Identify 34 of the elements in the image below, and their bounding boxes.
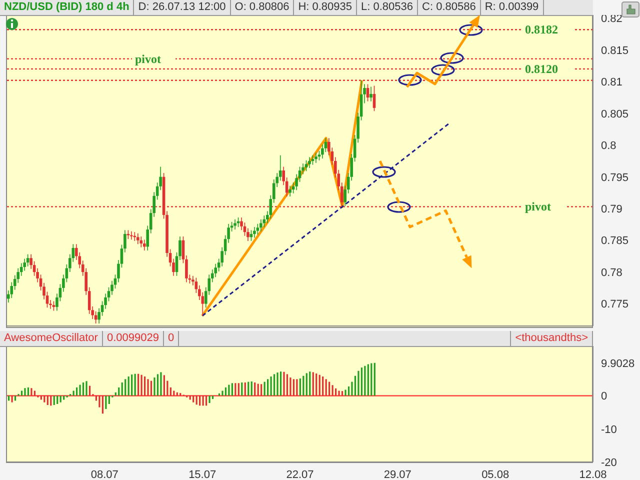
y-tick-label: 0.795 [601, 172, 629, 184]
text: C: 0.80586 [418, 0, 481, 15]
y-tick-label: 0 [601, 390, 608, 403]
text: L: 0.80536 [357, 0, 418, 15]
x-tick-label: 29.07 [384, 468, 412, 480]
y-tick-label: 0.785 [601, 235, 629, 248]
ref-line-label: 0.8120 [525, 62, 558, 76]
y-tick-label: 0.81 [601, 76, 622, 89]
y-tick-label: 0.805 [601, 108, 629, 120]
x-tick-label: 05.08 [482, 468, 510, 480]
ref-line-label: pivot [135, 52, 162, 66]
y-tick-label: -20 [601, 456, 617, 469]
y-tick-label: 0.8 [601, 140, 616, 152]
text: H: 0.80935 [294, 0, 358, 15]
text: R: 0.00399 [480, 0, 544, 15]
ref-line-label: pivot [525, 200, 552, 214]
y-tick-label: 0.775 [601, 298, 629, 311]
x-tick-label: 08.07 [90, 468, 118, 480]
x-tick-label: 22.07 [286, 468, 314, 480]
chart-title: AwesomeOscillator [0, 331, 103, 346]
text: D: 26.07.13 12:00 [134, 0, 231, 15]
x-tick-label: 12.08 [579, 468, 607, 480]
chart-title: NZD/USD (BID) 180 d 4h [0, 0, 134, 15]
ref-line-label: 0.8182 [525, 22, 558, 37]
y-tick-label: 9.9028 [601, 358, 635, 370]
y-tick-label: 0.78 [601, 266, 622, 279]
text: <thousandths> [510, 331, 593, 346]
y-tick-label: 0.79 [601, 203, 622, 216]
text: O: 0.80806 [230, 0, 294, 15]
x-tick-label: 15.07 [188, 468, 216, 480]
y-tick-label: 0.815 [601, 44, 629, 57]
y-tick-label: -10 [601, 424, 617, 436]
text: 0.0099029 [102, 331, 164, 346]
text: 0 [164, 331, 180, 346]
